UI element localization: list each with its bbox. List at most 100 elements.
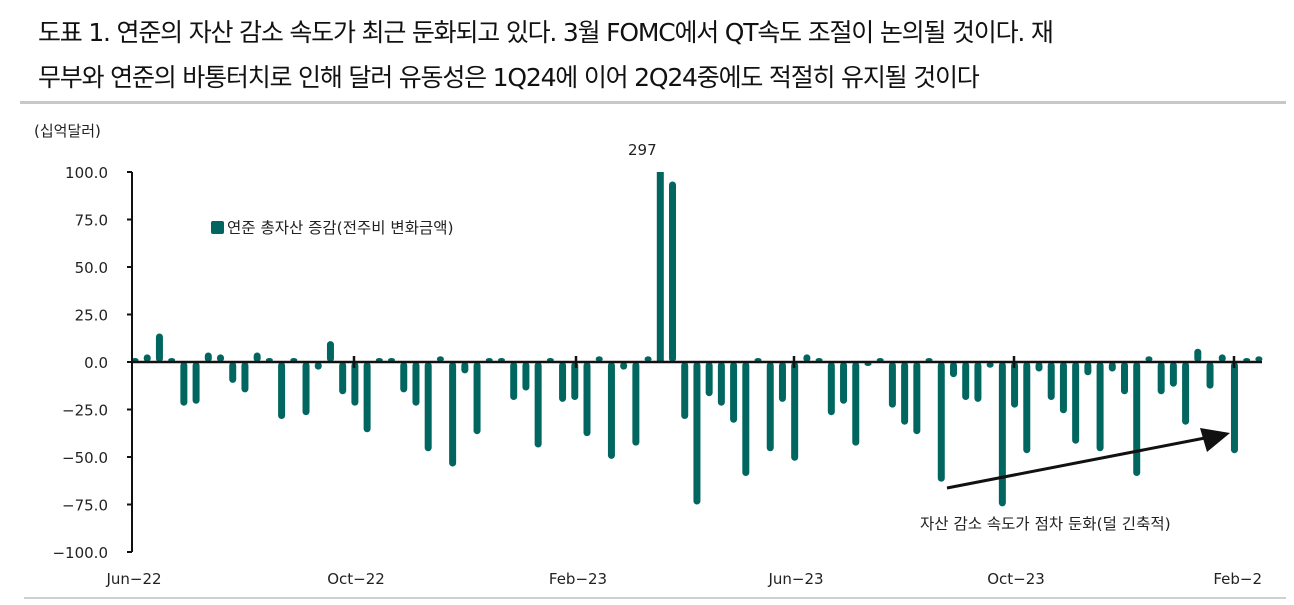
bar [717,362,725,406]
bar [1096,362,1104,452]
bar [730,362,738,423]
bar [217,354,225,362]
chart-axes: 100.0 75.0 50.0 25.0 0.0 −25.0 −50.0 −75.0 −100.… [52,164,1262,588]
bar [1182,362,1190,425]
bar [143,354,151,362]
x-tick-label: Feb−23 [549,570,607,588]
title-divider [20,101,1286,104]
bar [791,362,799,461]
bar [412,362,420,406]
bar [241,362,249,393]
bar [1255,356,1263,362]
bar [461,362,469,374]
bar [827,362,835,416]
y-tick-label: 100.0 [65,164,108,182]
bar [742,362,750,476]
bar [852,362,860,446]
bar [424,362,432,452]
bar [510,362,518,400]
bar [473,362,481,435]
x-tick-label: Jun−23 [767,570,823,588]
bar [595,356,603,362]
y-tick-label: −100.0 [52,544,108,562]
bar [937,362,945,482]
x-tick-label: Oct−23 [987,570,1045,588]
bar [302,362,310,416]
peak-value-label: 297 [628,141,657,159]
bar [436,356,444,362]
trend-annotation: 자산 감소 속도가 점차 둔화(덜 긴축적) [920,515,1171,533]
y-tick-label: 50.0 [75,259,108,277]
bar [449,362,457,467]
x-tick-label: Oct−22 [327,570,385,588]
bar [180,362,188,406]
bar [1145,356,1153,362]
y-tick-label: 75.0 [75,212,108,230]
y-tick-label: 25.0 [75,307,108,325]
bar [974,362,982,402]
bar [1230,362,1238,454]
y-tick-label: −25.0 [62,402,108,420]
bar [632,362,640,446]
chart-title-line1: 도표 1. 연준의 자산 감소 속도가 최근 둔화되고 있다. 3월 FOMC에… [38,18,1054,47]
bar [901,362,909,425]
bar [962,362,970,400]
bar [1157,362,1165,395]
bar [1011,362,1019,408]
y-tick-label: 0.0 [84,354,108,372]
bar [693,362,701,505]
bar [766,362,774,452]
y-tick-label: −75.0 [62,497,108,515]
bar [1072,362,1080,444]
y-tick-label: −50.0 [62,449,108,467]
bar [705,362,713,397]
bar [204,352,212,362]
bar [656,172,664,362]
bar [155,333,163,362]
bar [1108,362,1116,372]
bar [229,362,237,383]
bar [253,352,261,362]
y-axis-unit-label: (십억달러) [34,122,101,140]
bar [1206,362,1214,389]
bar [913,362,921,435]
bar [278,362,286,419]
bar [803,354,811,362]
bar [998,362,1006,507]
bar [669,181,677,362]
chart-title-line2: 무부와 연준의 바통터치로 인해 달러 유동성은 1Q24에 이어 2Q24중에… [38,63,980,92]
bar [571,362,579,400]
bar [559,362,567,402]
bar [1194,348,1202,362]
bar [1169,362,1177,387]
bar [620,362,628,370]
bar [778,362,786,402]
bar [1059,362,1067,414]
trend-arrow [946,428,1230,490]
bottom-divider [24,597,1286,599]
bar [986,362,994,368]
bar [607,362,615,459]
bar [363,362,371,433]
bar [888,362,896,408]
bar [1133,362,1141,476]
bar [1047,362,1055,400]
legend-label: 연준 총자산 증감(전주비 변화금액) [227,219,454,237]
bar-series [131,172,1263,507]
bar [1035,362,1043,372]
bar [534,362,542,448]
bar [681,362,689,419]
bar [314,362,322,370]
bar [522,362,530,391]
bar [1023,362,1031,454]
bar [1084,362,1092,376]
bar [351,362,359,406]
bar [949,362,957,378]
bar [192,362,200,404]
bar [583,362,591,437]
bar [1218,354,1226,362]
bar [400,362,408,393]
bar [1121,362,1129,395]
chart-legend: 연준 총자산 증감(전주비 변화금액) [211,216,454,238]
